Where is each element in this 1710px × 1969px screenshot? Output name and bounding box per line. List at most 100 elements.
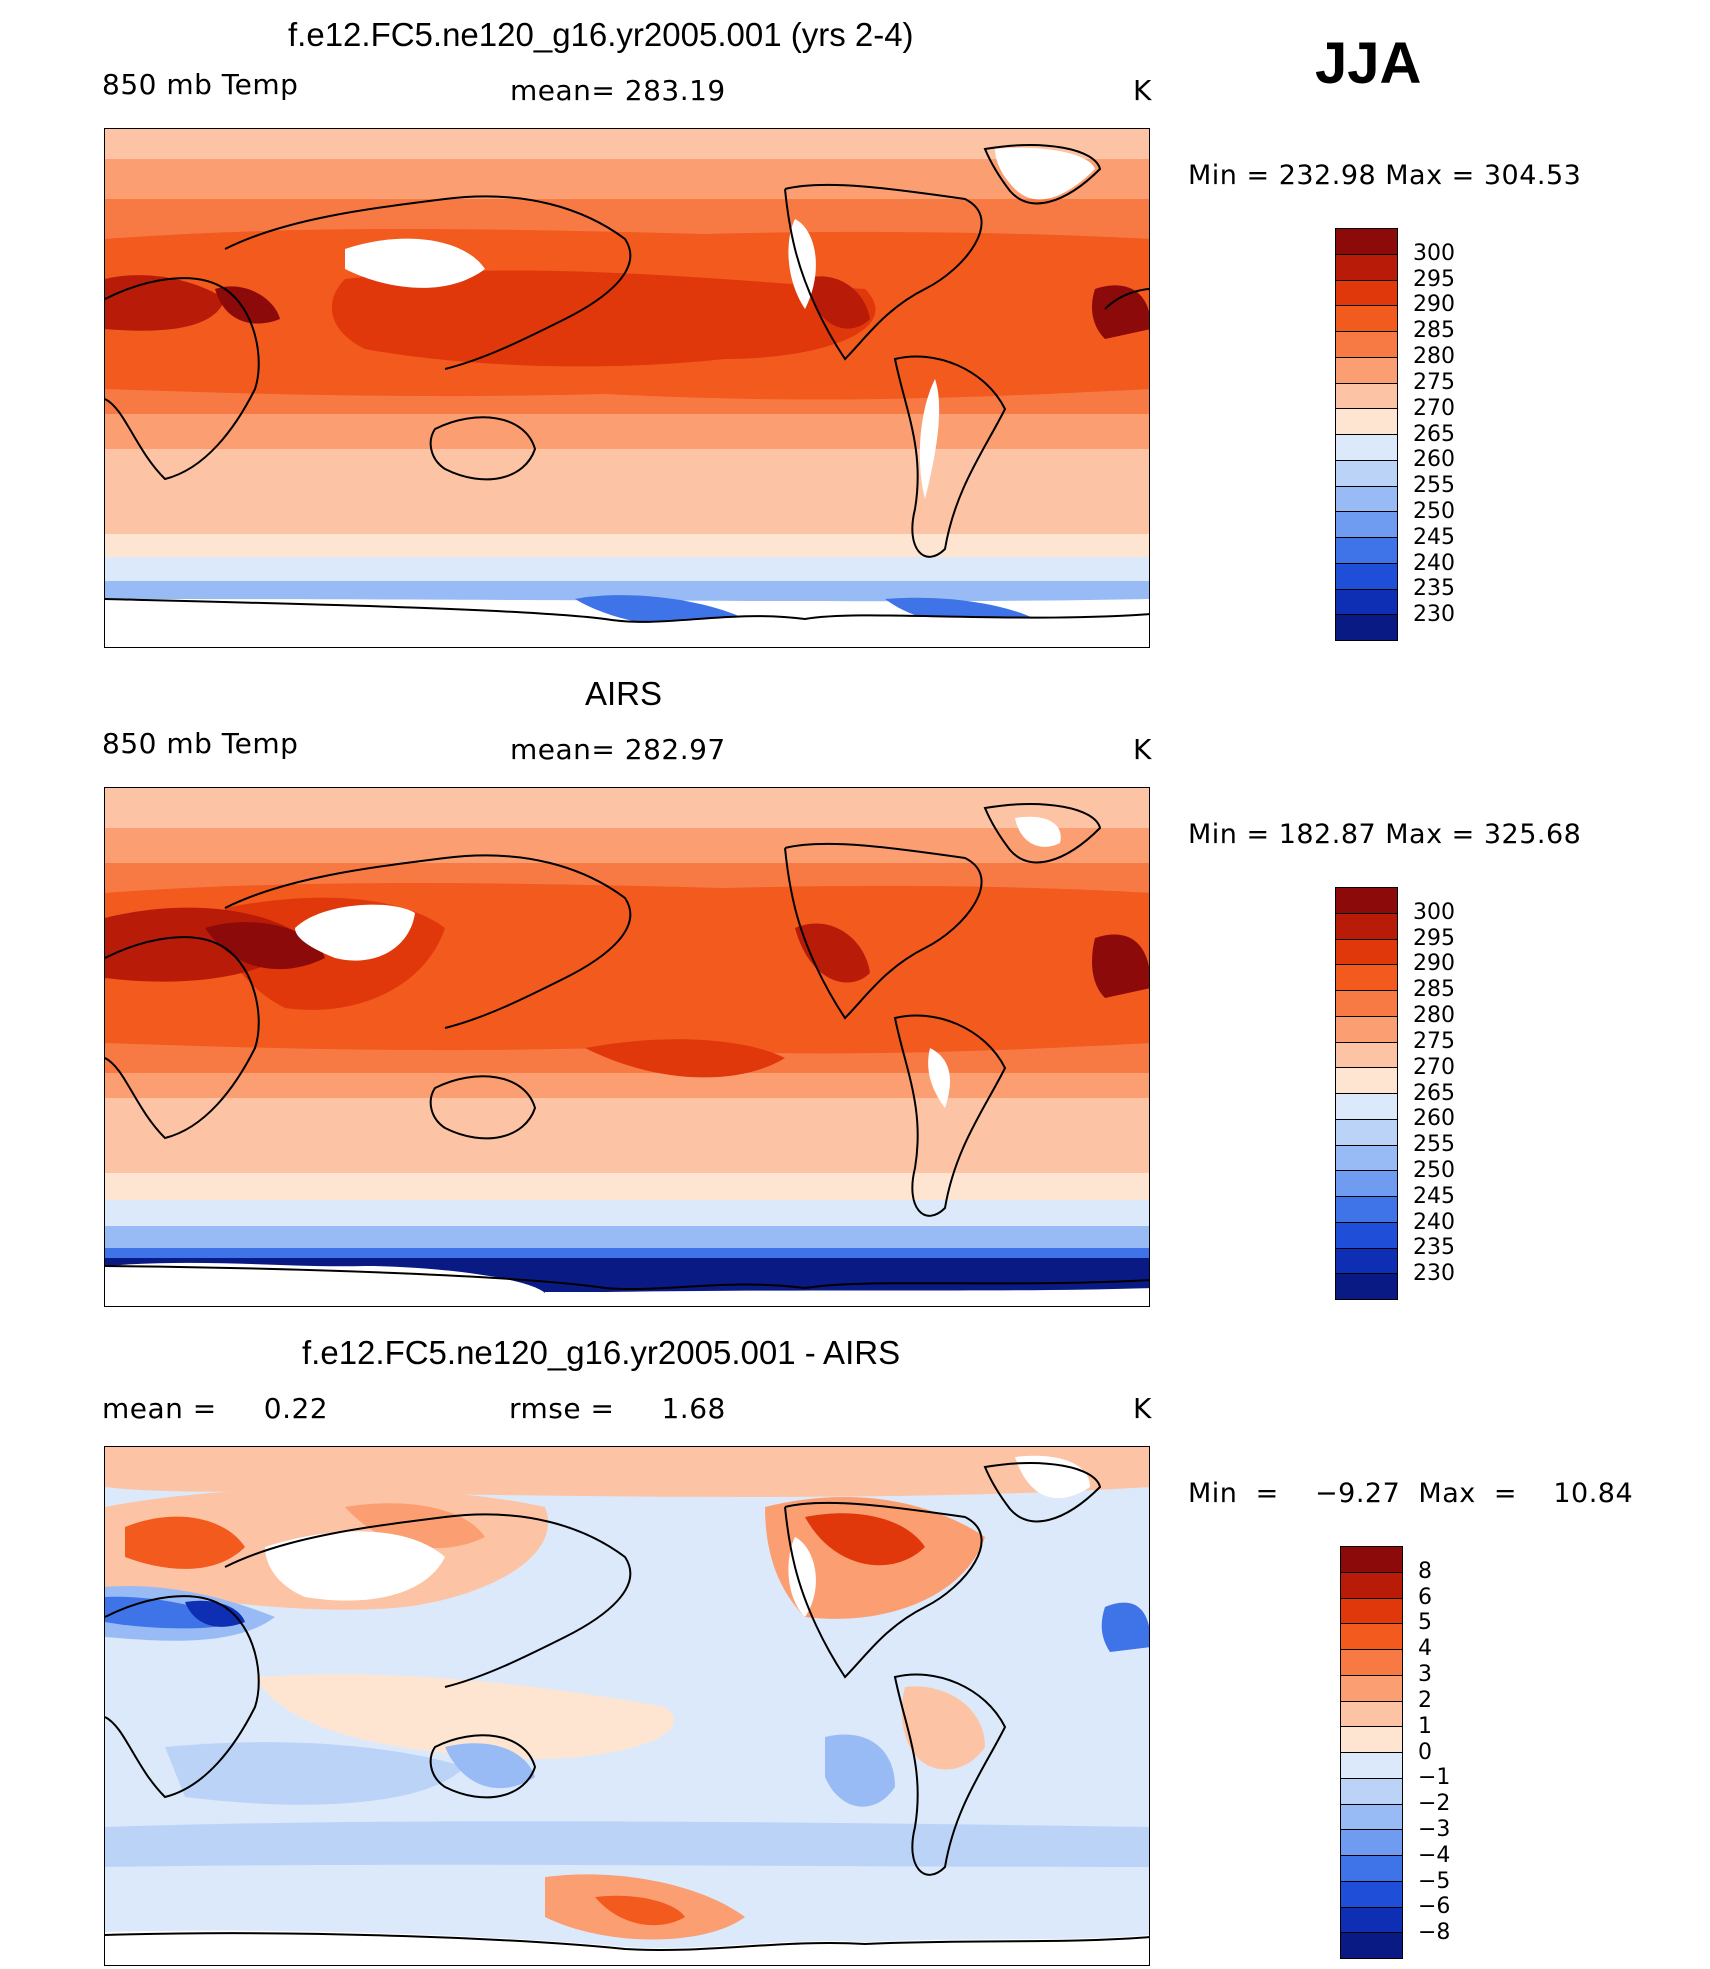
- colorbar-tick-label: 300: [1413, 899, 1455, 925]
- missing-antarctica-east: [545, 1292, 1149, 1306]
- colorbar-tick-label: 280: [1413, 1003, 1455, 1029]
- colorbar-swatch: [1336, 435, 1397, 461]
- colorbar-tick-label: 265: [1413, 421, 1455, 447]
- cool-indian-ocean: [165, 1742, 465, 1805]
- colorbar-tick-label: −6: [1418, 1894, 1451, 1920]
- colorbar-swatch: [1336, 913, 1397, 940]
- colorbar-tick-label: 285: [1413, 977, 1455, 1003]
- cool-east-pacific: [825, 1734, 895, 1807]
- colorbar-tick-label: 280: [1413, 344, 1455, 370]
- season-label: JJA: [1315, 31, 1422, 96]
- panel-diff-field: [105, 1447, 1149, 1965]
- missing-greenland: [995, 147, 1095, 200]
- patch-300-africa: [105, 275, 225, 331]
- panel-obs-range-label: Min = 182.87 Max = 325.68: [1188, 819, 1582, 850]
- colorbar-tick-label: 230: [1413, 1261, 1455, 1287]
- colorbar-tick-label: 300: [1413, 240, 1455, 266]
- colorbar-swatch: [1341, 1856, 1402, 1882]
- missing-greenland: [1015, 816, 1061, 847]
- missing-antarctica: [105, 1262, 545, 1306]
- panel-diff-range-label: Min = −9.27 Max = 10.84: [1188, 1478, 1634, 1509]
- colorbar-swatch: [1336, 589, 1397, 616]
- colorbar-tick-label: 295: [1413, 925, 1455, 951]
- colorbar-tick-label: 240: [1413, 1209, 1455, 1235]
- colorbar-swatch: [1336, 1145, 1397, 1172]
- colorbar-swatch: [1336, 383, 1397, 410]
- panel-diff-mean-label: mean = 0.22: [102, 1392, 329, 1425]
- panel-model-unit-label: K: [1133, 74, 1152, 107]
- colorbar-swatch: [1336, 409, 1397, 435]
- colorbar-tick-label: 285: [1413, 318, 1455, 344]
- colorbar-tick-label: 230: [1413, 602, 1455, 628]
- patch-295-pacific: [585, 1039, 785, 1078]
- colorbar-tick-label: −8: [1418, 1920, 1451, 1946]
- panel-model-map: [104, 128, 1150, 648]
- colorbar-swatch: [1336, 1222, 1397, 1249]
- colorbar-swatch: [1341, 1881, 1402, 1908]
- panel-obs-map: [104, 787, 1150, 1307]
- colorbar-tick-label: 245: [1413, 524, 1455, 550]
- warm-south-pacific-core: [595, 1895, 685, 1926]
- panel-obs-coastlines: [105, 803, 1149, 1291]
- cool-atlantic-east: [1101, 1602, 1149, 1652]
- colorbar-swatch: [1336, 1068, 1397, 1094]
- missing-america: [788, 1537, 816, 1617]
- colorbar-swatch: [1336, 357, 1397, 384]
- colorbar-tick-label: 0: [1418, 1739, 1432, 1765]
- patch-305-arabia: [215, 286, 280, 324]
- colorbar-tick-label: 270: [1413, 395, 1455, 421]
- panel-diff-coastlines: [105, 1462, 1149, 1952]
- colorbar-swatch: [1341, 1933, 1402, 1958]
- missing-tibet: [295, 904, 415, 961]
- colorbar-swatch: [1336, 460, 1397, 487]
- colorbar-tick-label: 275: [1413, 1028, 1455, 1054]
- colorbar-swatch: [1336, 965, 1397, 991]
- colorbar-tick-label: 290: [1413, 951, 1455, 977]
- colorbar-swatch: [1336, 888, 1397, 914]
- colorbar-swatch: [1341, 1701, 1402, 1728]
- panel-model-coastlines: [105, 144, 1149, 623]
- band-250: [105, 581, 1149, 602]
- colorbar-swatch: [1341, 1675, 1402, 1702]
- panel-diff-title: f.e12.FC5.ne120_g16.yr2005.001 - AIRS: [302, 1334, 901, 1371]
- band-260: [105, 557, 1149, 582]
- colorbar-swatch: [1336, 563, 1397, 590]
- colorbar-tick-label: 235: [1413, 1235, 1455, 1261]
- panel-model-range-label: Min = 232.98 Max = 304.53: [1188, 160, 1582, 191]
- panel-obs-colorbar: [1335, 887, 1398, 1300]
- panel-obs-unit-label: K: [1133, 733, 1152, 766]
- colorbar-tick-label: −1: [1418, 1765, 1451, 1791]
- colorbar-tick-label: 260: [1413, 1106, 1455, 1132]
- colorbar-swatch: [1336, 939, 1397, 966]
- colorbar-swatch: [1341, 1804, 1402, 1831]
- colorbar-swatch: [1336, 1171, 1397, 1197]
- colorbar-swatch: [1341, 1547, 1402, 1573]
- panel-diff-unit-label: K: [1133, 1392, 1152, 1425]
- missing-antarctica: [105, 599, 1149, 647]
- patch-305-arabia: [205, 922, 325, 970]
- colorbar-tick-label: 255: [1413, 473, 1455, 499]
- panel-model-title: f.e12.FC5.ne120_g16.yr2005.001 (yrs 2-4): [288, 16, 914, 53]
- missing-tibet: [345, 238, 485, 288]
- panel-obs-mean-label: mean= 282.97: [510, 733, 726, 766]
- warm-arctic: [105, 1447, 1149, 1497]
- colorbar-tick-label: −4: [1418, 1842, 1451, 1868]
- colorbar-swatch: [1336, 254, 1397, 281]
- colorbar-tick-label: 250: [1413, 1157, 1455, 1183]
- colorbar-tick-label: 260: [1413, 447, 1455, 473]
- missing-andes: [919, 379, 940, 499]
- colorbar-swatch: [1341, 1572, 1402, 1599]
- colorbar-tick-label: 8: [1418, 1558, 1432, 1584]
- colorbar-tick-label: 250: [1413, 498, 1455, 524]
- colorbar-swatch: [1336, 280, 1397, 307]
- colorbar-swatch: [1336, 1094, 1397, 1120]
- colorbar-tick-label: −2: [1418, 1791, 1451, 1817]
- warm-siberia-core: [345, 1503, 485, 1549]
- band-295: [331, 270, 876, 367]
- panel-obs-title: AIRS: [585, 675, 663, 712]
- colorbar-swatch: [1341, 1830, 1402, 1856]
- panel-diff-rmse-label: rmse = 1.68: [509, 1392, 726, 1425]
- colorbar-swatch: [1341, 1907, 1402, 1934]
- patch-300-america: [805, 276, 870, 329]
- colorbar-swatch: [1336, 229, 1397, 255]
